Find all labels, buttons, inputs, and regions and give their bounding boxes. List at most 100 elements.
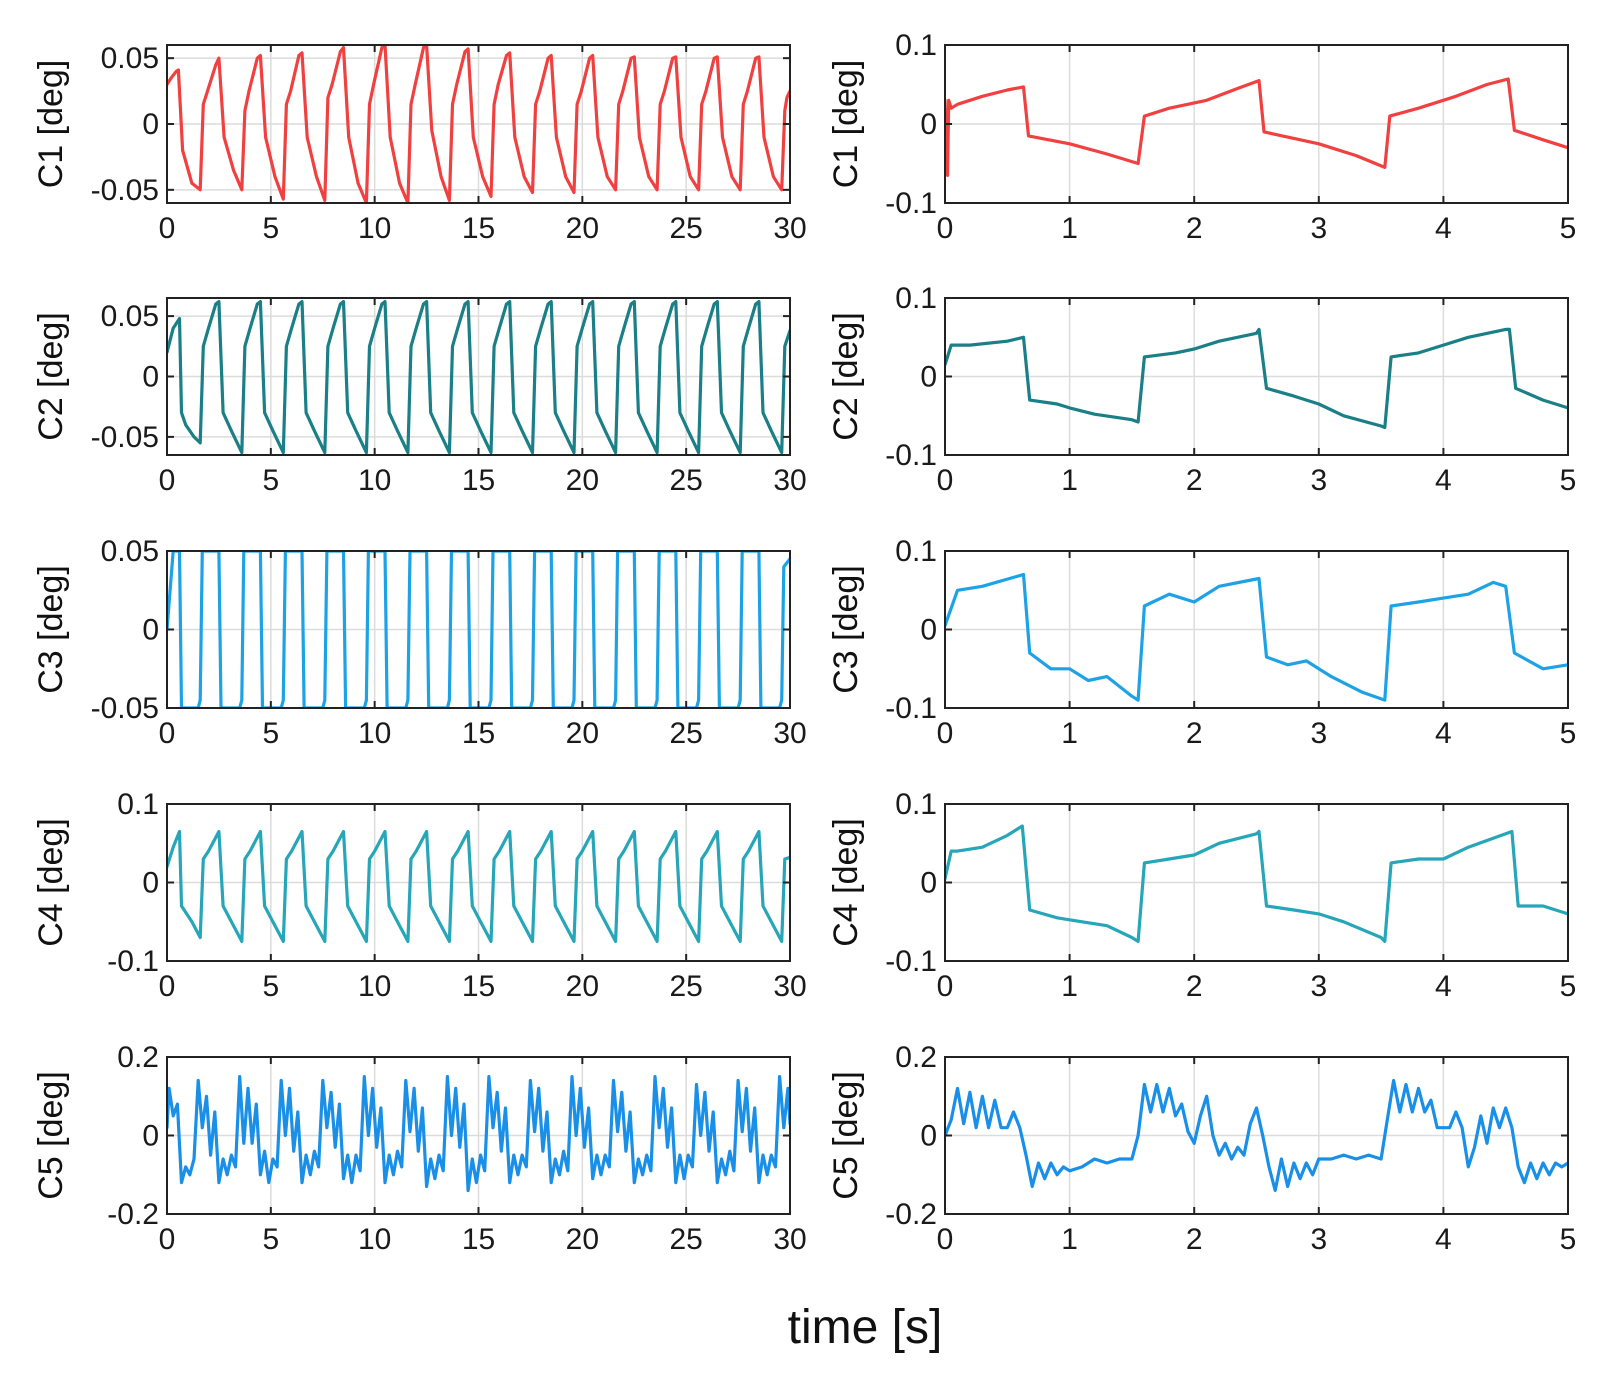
- y-tick-label: 0: [920, 108, 937, 141]
- x-tick-label: 10: [358, 212, 391, 245]
- x-tick-label: 1: [1061, 717, 1078, 750]
- subplot-c1-5s: 0 1 2 3 4 5-0.100.1C1 [deg]: [827, 29, 1576, 245]
- y-tick-label: 0.1: [895, 29, 937, 62]
- series-line-c4: [945, 824, 1568, 944]
- x-tick-label: 0: [159, 1223, 176, 1256]
- x-tick-label: 30: [773, 717, 806, 750]
- x-tick-label: 4: [1435, 464, 1452, 497]
- x-tick-label: 3: [1310, 1223, 1327, 1256]
- y-tick-label: -0.2: [885, 1198, 937, 1231]
- subplot-c2-5s: 0 1 2 3 4 5-0.100.1C2 [deg]: [827, 282, 1576, 497]
- x-tick-label: 0: [937, 970, 954, 1003]
- x-tick-label: 5: [262, 464, 279, 497]
- y-axis-label: C3 [deg]: [32, 565, 70, 694]
- y-axis-label: C1 [deg]: [32, 60, 70, 189]
- series-line-c2: [167, 300, 790, 455]
- y-tick-label: -0.1: [885, 439, 937, 472]
- x-tick-label: 15: [462, 212, 495, 245]
- x-tick-label: 20: [566, 717, 599, 750]
- x-tick-label: 10: [358, 464, 391, 497]
- x-tick-label: 5: [1560, 717, 1577, 750]
- x-tick-label: 5: [262, 212, 279, 245]
- y-tick-label: -0.05: [91, 421, 159, 454]
- x-tick-label: 0: [159, 464, 176, 497]
- subplot-c5-5s: 0 1 2 3 4 5-0.200.2C5 [deg]: [827, 1041, 1576, 1256]
- y-tick-label: 0: [142, 1120, 159, 1153]
- x-tick-label: 2: [1186, 464, 1203, 497]
- x-tick-label: 5: [1560, 464, 1577, 497]
- x-tick-label: 30: [773, 212, 806, 245]
- x-tick-label: 1: [1061, 464, 1078, 497]
- y-tick-label: -0.1: [107, 945, 159, 978]
- x-tick-label: 20: [566, 464, 599, 497]
- x-tick-label: 20: [566, 970, 599, 1003]
- x-tick-label: 4: [1435, 717, 1452, 750]
- x-tick-label: 30: [773, 464, 806, 497]
- x-tick-label: 15: [462, 970, 495, 1003]
- x-tick-label: 1: [1061, 212, 1078, 245]
- series-line-c2: [945, 327, 1568, 430]
- x-tick-label: 4: [1435, 212, 1452, 245]
- subplot-c4-30s: 0 5 10 15 20 25 30-0.100.1C4 [deg]: [32, 788, 807, 1003]
- x-tick-label: 20: [566, 212, 599, 245]
- x-tick-label: 25: [669, 1223, 702, 1256]
- x-tick-label: 3: [1310, 717, 1327, 750]
- subplot-c4-5s: 0 1 2 3 4 5-0.100.1C4 [deg]: [827, 788, 1576, 1003]
- x-tick-label: 0: [159, 717, 176, 750]
- x-tick-label: 3: [1310, 970, 1327, 1003]
- y-tick-label: 0: [920, 614, 937, 647]
- x-tick-label: 10: [358, 1223, 391, 1256]
- y-axis-label: C5 [deg]: [827, 1071, 865, 1200]
- x-tick-label: 5: [262, 970, 279, 1003]
- x-tick-label: 20: [566, 1223, 599, 1256]
- x-tick-label: 0: [937, 212, 954, 245]
- y-tick-label: 0.05: [101, 42, 159, 75]
- x-tick-label: 3: [1310, 464, 1327, 497]
- x-tick-label: 0: [937, 464, 954, 497]
- x-tick-label: 5: [1560, 970, 1577, 1003]
- x-tick-label: 1: [1061, 1223, 1078, 1256]
- x-tick-label: 25: [669, 212, 702, 245]
- x-tick-label: 30: [773, 970, 806, 1003]
- y-tick-label: -0.1: [885, 945, 937, 978]
- series-line-c1: [167, 45, 790, 203]
- x-tick-label: 3: [1310, 212, 1327, 245]
- series-line-c3: [945, 572, 1568, 702]
- x-tick-label: 2: [1186, 1223, 1203, 1256]
- y-axis-label: C4 [deg]: [32, 818, 70, 947]
- x-tick-label: 10: [358, 970, 391, 1003]
- x-tick-label: 1: [1061, 970, 1078, 1003]
- y-tick-label: 0.1: [117, 788, 159, 821]
- y-tick-label: -0.2: [107, 1198, 159, 1231]
- y-axis-label: C3 [deg]: [827, 565, 865, 694]
- x-tick-label: 0: [937, 717, 954, 750]
- y-tick-label: 0: [142, 361, 159, 394]
- y-tick-label: 0.05: [101, 535, 159, 568]
- y-axis-label: C4 [deg]: [827, 818, 865, 947]
- x-tick-label: 15: [462, 1223, 495, 1256]
- x-tick-label: 4: [1435, 1223, 1452, 1256]
- x-tick-label: 2: [1186, 717, 1203, 750]
- y-tick-label: 0.2: [117, 1041, 159, 1074]
- x-tick-label: 30: [773, 1223, 806, 1256]
- series-line-c5: [945, 1078, 1568, 1193]
- y-axis-label: C2 [deg]: [827, 312, 865, 441]
- y-axis-label: C1 [deg]: [827, 60, 865, 189]
- x-tick-label: 25: [669, 717, 702, 750]
- y-tick-label: 0.1: [895, 788, 937, 821]
- y-tick-label: 0: [920, 867, 937, 900]
- y-tick-label: -0.05: [91, 692, 159, 725]
- y-axis-label: C5 [deg]: [32, 1071, 70, 1200]
- y-tick-label: 0.05: [101, 300, 159, 333]
- x-tick-label: 0: [159, 212, 176, 245]
- x-tick-label: 2: [1186, 970, 1203, 1003]
- subplot-c5-30s: 0 5 10 15 20 25 30-0.200.2C5 [deg]: [32, 1041, 807, 1256]
- y-tick-label: 0: [142, 867, 159, 900]
- x-axis-title: time [s]: [788, 1301, 943, 1354]
- y-tick-label: 0.1: [895, 535, 937, 568]
- y-tick-label: 0: [920, 361, 937, 394]
- x-tick-label: 0: [159, 970, 176, 1003]
